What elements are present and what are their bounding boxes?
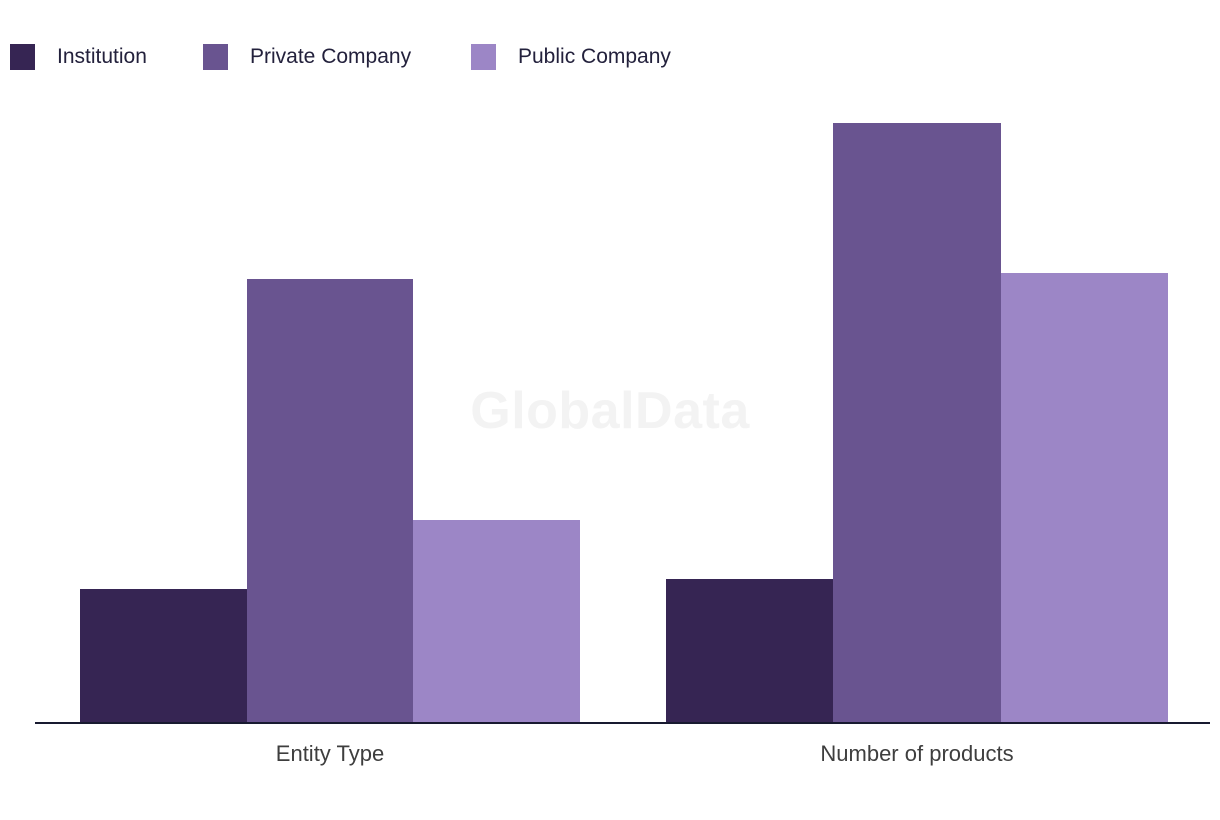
bar-private-company[interactable] (246, 279, 414, 722)
legend-item-institution[interactable]: Institution (10, 44, 147, 70)
bar-institution[interactable] (666, 579, 834, 722)
bar-private-company[interactable] (833, 123, 1001, 722)
bar-group-entity-type (80, 72, 581, 722)
x-axis-label-entity-type: Entity Type (275, 741, 385, 766)
bar-institution[interactable] (80, 589, 247, 722)
legend-item-public-company[interactable]: Public Company (471, 44, 671, 70)
legend-swatch-private-company (203, 44, 228, 70)
x-axis-label-number-of-products: Number of products (820, 741, 1014, 766)
bar-public-company[interactable] (1000, 273, 1168, 722)
legend-label-institution: Institution (57, 45, 147, 68)
legend-swatch-public-company (471, 44, 496, 70)
legend-label-private-company: Private Company (250, 45, 412, 68)
bar-group-number-of-products (666, 72, 1168, 722)
legend-swatch-institution (10, 44, 35, 70)
legend-item-private-company[interactable]: Private Company (203, 44, 411, 70)
legend-label-public-company: Public Company (518, 45, 671, 68)
x-axis-line (35, 722, 1210, 724)
bar-public-company[interactable] (413, 520, 581, 722)
